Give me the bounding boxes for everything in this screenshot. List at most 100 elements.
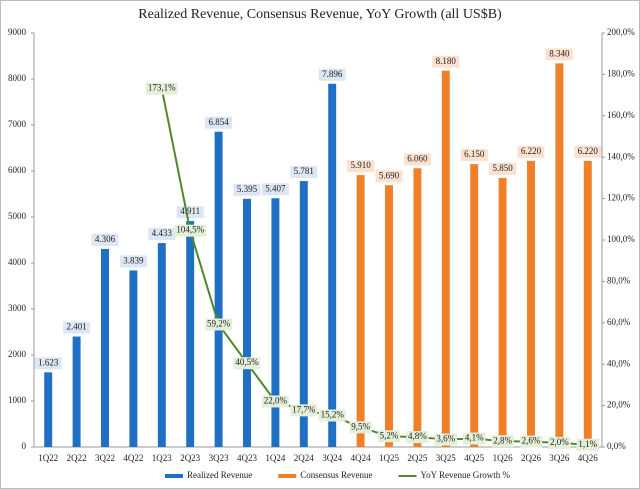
y2-tick-label: 20,0%: [607, 400, 631, 410]
value-label-bg: [261, 183, 289, 196]
legend-label: Realized Revenue: [187, 470, 252, 480]
value-label: 15,2%: [321, 410, 345, 420]
x-tick-label: 1Q23: [152, 453, 172, 463]
x-tick-label: 1Q24: [265, 453, 285, 463]
x-tick-label: 2Q22: [67, 453, 87, 463]
bar: [186, 221, 195, 447]
bar: [470, 164, 479, 447]
y-tick-label: 2000: [8, 349, 27, 359]
value-label: 40,5%: [235, 357, 259, 367]
x-tick-label: 3Q24: [322, 453, 342, 463]
value-label-bg: [290, 404, 318, 417]
value-label: 6.220: [578, 146, 599, 156]
value-label-bg: [545, 48, 573, 61]
bar: [299, 181, 308, 447]
legend-swatch: [278, 474, 297, 478]
value-label: 8.340: [549, 48, 570, 58]
x-tick-label: 2Q24: [294, 453, 314, 463]
x-tick-label: 3Q26: [549, 453, 569, 463]
y2-tick-label: 160,0%: [607, 110, 635, 120]
value-label: 104,5%: [176, 225, 204, 235]
value-label: 2,6%: [522, 436, 541, 446]
value-label-bg: [318, 68, 346, 81]
legend-swatch: [165, 474, 183, 478]
y2-tick-label: 60,0%: [607, 317, 631, 327]
value-label: 59,2%: [207, 319, 231, 329]
value-label: 3.839: [123, 255, 144, 265]
bar: [157, 243, 166, 447]
value-label: 5.850: [492, 163, 513, 173]
bar: [385, 185, 393, 447]
value-label: 6.220: [521, 146, 542, 156]
value-label-bg: [406, 431, 429, 444]
bar: [271, 198, 280, 447]
value-label-bg: [347, 160, 375, 173]
value-label-bg: [63, 321, 91, 334]
y-tick-label: 8000: [8, 73, 27, 83]
value-label: 4.433: [152, 228, 173, 238]
value-label-bg: [517, 145, 545, 158]
legend-label: YoY Revenue Growth %: [420, 470, 510, 480]
x-tick-label: 4Q24: [351, 453, 371, 463]
value-label-bg: [574, 145, 602, 158]
y-tick-label: 3000: [8, 303, 27, 313]
value-label: 4.911: [180, 206, 200, 216]
bar: [413, 168, 422, 448]
value-label: 6.150: [464, 149, 485, 159]
value-label-bg: [233, 183, 261, 196]
value-label-bg: [463, 432, 486, 445]
value-label: 1,1%: [578, 439, 597, 449]
x-tick-label: 2Q23: [180, 453, 200, 463]
value-label-bg: [233, 357, 261, 370]
bar: [555, 63, 564, 448]
value-label: 173,1%: [148, 83, 176, 93]
value-label: 4.306: [95, 234, 116, 244]
bar: [441, 70, 450, 447]
value-label-bg: [432, 55, 460, 68]
value-label: 9,5%: [351, 421, 370, 431]
x-tick-label: 3Q22: [95, 453, 115, 463]
value-label-bg: [205, 116, 233, 129]
value-label: 17,7%: [292, 404, 316, 414]
y-tick-label: 5000: [8, 211, 27, 221]
x-tick-label: 1Q25: [379, 453, 399, 463]
value-label-bg: [119, 255, 147, 268]
value-label-bg: [349, 421, 372, 434]
value-label: 2,0%: [550, 437, 569, 447]
value-label-bg: [261, 395, 289, 408]
value-label: 4,8%: [408, 431, 427, 441]
bar: [527, 160, 535, 447]
value-label-bg: [460, 149, 488, 162]
value-label: 6.854: [208, 117, 229, 127]
x-tick-label: 2Q26: [521, 453, 541, 463]
y-tick-label: 7000: [8, 119, 27, 129]
value-label: 5.690: [379, 170, 400, 180]
x-tick-label: 4Q22: [123, 453, 143, 463]
value-label-bg: [290, 166, 318, 179]
bar: [583, 160, 592, 447]
value-label-bg: [174, 224, 206, 237]
x-tick-label: 3Q23: [209, 453, 229, 463]
y2-tick-label: 40,0%: [607, 358, 631, 368]
x-tick-label: 4Q26: [578, 453, 598, 463]
x-tick-label: 2Q25: [407, 453, 427, 463]
value-label-bg: [318, 409, 346, 422]
bar: [129, 270, 138, 447]
x-tick-label: 1Q22: [38, 453, 58, 463]
y2-tick-label: 120,0%: [607, 193, 635, 203]
value-label: 2,8%: [493, 435, 512, 445]
value-label-bg: [576, 438, 599, 451]
bar: [328, 83, 337, 447]
value-label-bg: [434, 433, 457, 446]
value-label: 5.395: [237, 184, 258, 194]
value-label: 6.060: [407, 153, 428, 163]
legend-label: Consensus Revenue: [300, 470, 372, 480]
bar: [356, 175, 365, 447]
value-label-bg: [205, 318, 233, 331]
value-label-bg: [375, 170, 403, 183]
bar: [101, 248, 109, 447]
value-label: 5.910: [350, 160, 371, 170]
bar: [44, 372, 53, 447]
value-label-bg: [489, 162, 517, 175]
